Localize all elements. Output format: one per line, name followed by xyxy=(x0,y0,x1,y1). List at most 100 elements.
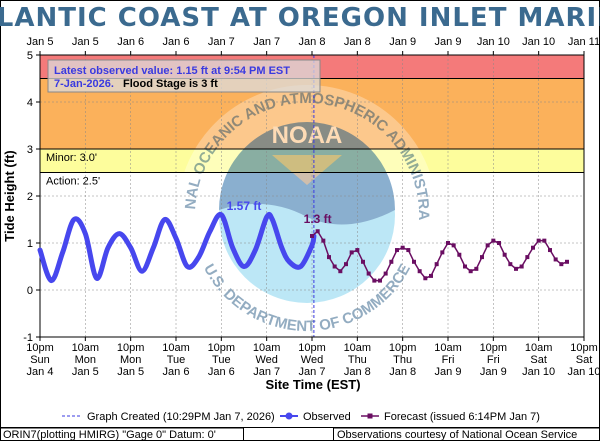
observed-point xyxy=(196,254,201,260)
forecast-point xyxy=(321,238,326,243)
forecast-series-line xyxy=(311,230,568,282)
top-tick-label: Jan 6 xyxy=(163,36,190,48)
forecast-point xyxy=(315,229,320,234)
bottom-tick-label: Sat xyxy=(530,354,547,366)
legend-observed: Observed xyxy=(303,411,351,423)
forecast-point xyxy=(400,245,405,250)
forecast-point xyxy=(542,238,547,243)
observed-point xyxy=(94,276,99,281)
bottom-tick-label: Sat xyxy=(576,354,593,366)
observed-point xyxy=(49,278,54,283)
top-tick-label: Jan 5 xyxy=(72,36,99,48)
bottom-tick-label: 10am xyxy=(162,342,190,354)
bottom-tick-label: Jan 6 xyxy=(163,366,190,378)
forecast-point xyxy=(366,271,371,276)
observed-point xyxy=(279,245,284,250)
observed-point xyxy=(139,269,145,274)
forecast-point xyxy=(457,252,462,257)
bottom-tick-label: Mon xyxy=(75,354,96,366)
forecast-point xyxy=(514,266,518,271)
forecast-point xyxy=(531,245,535,250)
bottom-tick-label: 10am xyxy=(72,342,100,354)
bottom-tick-label: 10pm xyxy=(298,342,326,354)
forecast-point xyxy=(446,241,450,245)
bottom-tick-label: Sun xyxy=(30,354,50,366)
top-tick-label: Jan 9 xyxy=(435,36,462,48)
forecast-point xyxy=(310,233,314,238)
info-flood-stage: Flood Stage is 3 ft xyxy=(123,78,218,90)
forecast-point xyxy=(434,262,439,267)
watermark-bird-icon xyxy=(272,155,342,185)
bottom-tick-label: Jan 6 xyxy=(208,366,235,378)
observed-point xyxy=(264,214,269,220)
forecast-point xyxy=(559,262,564,267)
observed-point xyxy=(105,245,111,250)
forecast-point xyxy=(463,264,467,269)
top-tick-label: Jan 9 xyxy=(389,36,416,48)
forecast-point xyxy=(508,262,513,267)
footer-right: Observations courtesy of National Ocean … xyxy=(337,429,577,441)
threshold-label-action: Action: 2.5' xyxy=(46,176,100,188)
bottom-tick-label: 10am xyxy=(434,342,462,354)
top-tick-label: Jan 8 xyxy=(299,36,326,48)
forecast-point xyxy=(355,248,360,253)
bottom-tick-label: Jan 5 xyxy=(72,366,99,378)
chart-title: ATLANTIC COAST AT OREGON INLET MARINA xyxy=(0,3,600,33)
bottom-tick-label: Jan 9 xyxy=(435,366,462,378)
forecast-point xyxy=(383,271,388,276)
y-tick-label: 1 xyxy=(27,238,33,250)
forecast-point xyxy=(480,255,484,260)
bottom-tick-label: Jan 4 xyxy=(27,366,54,378)
legend-forecast: Forecast (issued 6:14PM Jan 7) xyxy=(384,411,540,423)
forecast-point xyxy=(553,257,558,262)
forecast-point xyxy=(327,255,331,260)
bottom-tick-label: Wed xyxy=(255,354,277,366)
forecast-point xyxy=(372,278,377,283)
forecast-point xyxy=(395,248,399,253)
forecast-point xyxy=(491,238,496,243)
bottom-tick-label: Jan 10 xyxy=(522,366,555,378)
x-axis-title: Site Time (EST) xyxy=(265,377,360,392)
top-tick-label: Jan 11 xyxy=(568,36,600,48)
forecast-point xyxy=(378,278,382,283)
bottom-tick-label: Jan 10 xyxy=(567,366,600,378)
observed-point xyxy=(230,245,235,250)
threshold-label-minor: Minor: 3.0' xyxy=(46,152,97,164)
bottom-tick-label: 10pm xyxy=(26,342,54,354)
observed-point xyxy=(287,259,292,264)
y-axis-title: Tide Height (ft) xyxy=(2,150,17,241)
info-latest-value: Latest observed value: 1.15 ft at 9:54 P… xyxy=(54,65,290,77)
observed-point xyxy=(219,212,224,217)
forecast-point xyxy=(502,252,507,257)
forecast-point xyxy=(389,259,394,264)
observed-point xyxy=(241,264,247,269)
y-tick-label: 2 xyxy=(27,191,33,203)
top-tick-label: Jan 10 xyxy=(522,36,555,48)
bottom-tick-label: 10pm xyxy=(389,342,417,354)
forecast-point xyxy=(344,262,348,267)
forecast-point xyxy=(525,255,530,260)
bottom-tick-label: 10pm xyxy=(570,342,598,354)
observed-point xyxy=(71,217,77,222)
y-tick-label: 3 xyxy=(27,144,33,156)
bottom-tick-label: Thu xyxy=(393,354,412,366)
top-tick-label: Jan 7 xyxy=(208,36,235,48)
legend-graph-created: Graph Created (10:29PM Jan 7, 2026) xyxy=(87,411,275,423)
observed-point xyxy=(128,245,133,250)
bottom-tick-label: Wed xyxy=(301,354,323,366)
observed-point xyxy=(37,247,43,253)
forecast-point xyxy=(429,273,433,278)
info-date: 7-Jan-2026. xyxy=(54,78,114,90)
info-box: Latest observed value: 1.15 ft at 9:54 P… xyxy=(47,59,321,93)
bottom-tick-label: 10pm xyxy=(117,342,145,354)
forecast-point xyxy=(565,259,569,264)
forecast-point xyxy=(485,243,490,248)
bottom-tick-label: Fri xyxy=(442,354,455,366)
observed-point xyxy=(207,229,213,234)
forecast-point xyxy=(474,266,479,271)
footer-left: ORIN7(plotting HMIRG) "Gage 0" Datum: 0' xyxy=(3,429,216,441)
observed-point xyxy=(298,264,303,269)
bottom-tick-label: Jan 5 xyxy=(117,366,144,378)
legend: Graph Created (10:29PM Jan 7, 2026) Obse… xyxy=(62,411,540,423)
